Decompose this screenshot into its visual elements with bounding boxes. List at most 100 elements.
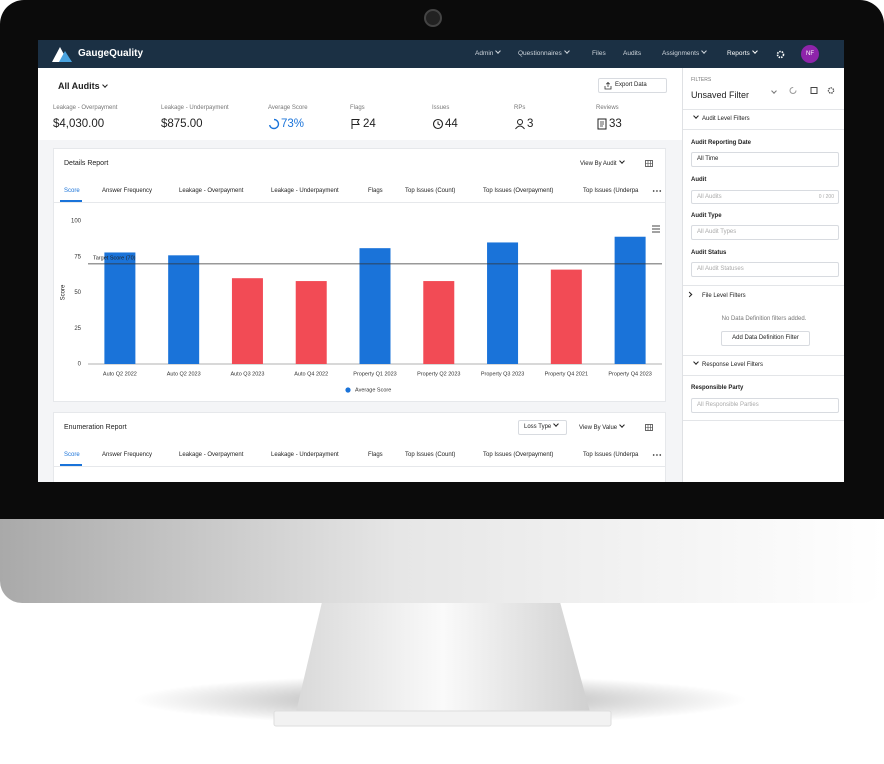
tab[interactable]: Flags (368, 188, 383, 194)
tab-border (54, 202, 665, 203)
tab[interactable]: Top Issues (Underpa (583, 452, 639, 458)
enumeration-card: Enumeration Report Loss Type View By Val… (53, 412, 666, 482)
stat-label: Reviews (596, 105, 619, 111)
empty-note: No Data Definition filters added. (721, 316, 807, 322)
loss-type-label: Loss Type (524, 424, 552, 430)
bar (104, 252, 136, 364)
view-select[interactable]: View By Value (579, 423, 624, 433)
tab[interactable]: Leakage - Underpayment (271, 188, 339, 194)
issues-icon (432, 118, 444, 130)
bar (168, 255, 200, 364)
field-label: Audit (691, 177, 707, 183)
tab-border (54, 466, 665, 467)
screen: GaugeQuality NF Admin Questionnaires Files… (38, 40, 844, 482)
rps-icon (515, 119, 525, 130)
section-toggle[interactable] (688, 293, 698, 300)
select[interactable]: All Responsible Parties (691, 398, 839, 413)
tab[interactable]: Answer Frequency (102, 188, 153, 194)
avatar[interactable]: NF (801, 45, 819, 63)
divider (683, 355, 844, 356)
tab[interactable]: Score (64, 452, 80, 458)
table-icon[interactable] (645, 160, 653, 167)
placeholder: All Audit Statuses (697, 266, 744, 272)
divider (683, 420, 844, 421)
tab[interactable]: Top Issues (Count) (405, 452, 456, 458)
tab[interactable]: Top Issues (Overpayment) (483, 188, 554, 194)
section-title[interactable]: Audit Level Filters (702, 116, 750, 122)
section-title[interactable]: File Level Filters (702, 293, 746, 299)
camera (424, 9, 442, 27)
tab[interactable]: Top Issues (Underpa (583, 188, 639, 194)
section-toggle[interactable] (691, 114, 698, 124)
select[interactable]: All Time (691, 152, 839, 167)
nav-item[interactable]: Assignments (662, 49, 706, 59)
bar (487, 242, 519, 364)
stat-value: 3 (527, 118, 534, 130)
legend-marker (345, 387, 351, 393)
tab[interactable]: Score (64, 188, 80, 194)
filter-actions[interactable] (789, 86, 839, 95)
settings-icon[interactable] (776, 50, 785, 59)
add-filter-button[interactable]: Add Data Definition Filter (721, 331, 810, 346)
stat-value: 73% (281, 118, 305, 130)
input[interactable]: All Audits 0 / 200 (691, 190, 839, 204)
select-value: All Time (697, 156, 719, 162)
chart: 0 25 50 75 100 Score Auto Q2 2022 Auto Q2 2023 A… (61, 219, 662, 393)
chart-menu[interactable] (652, 225, 660, 233)
export-label: Export Data (615, 82, 647, 88)
field-label: Responsible Party (691, 385, 744, 391)
nav-item[interactable]: Audits (623, 50, 642, 57)
brand[interactable]: GaugeQuality (78, 48, 144, 59)
details-card: Details Report View By Audit 0 25 50 75 100 S… (53, 148, 666, 402)
target-label: Target Score (70) (93, 255, 136, 261)
x-tick-label: Auto Q2 2022 (103, 371, 137, 377)
export-button[interactable]: Export Data (598, 78, 667, 93)
nav-item[interactable]: Questionnaires (518, 49, 569, 59)
y-tick-label: 100 (71, 219, 82, 225)
select[interactable]: All Audit Statuses (691, 262, 839, 277)
y-tick-label: 50 (74, 290, 81, 296)
stat-value: 24 (363, 118, 376, 130)
section-toggle[interactable] (691, 360, 698, 370)
filter-dropdown[interactable] (769, 89, 776, 99)
tab[interactable]: Flags (368, 452, 383, 458)
field-label: Audit Reporting Date (691, 140, 751, 146)
tab[interactable]: Leakage - Overpayment (179, 188, 244, 194)
bar (359, 248, 391, 364)
tab[interactable]: Top Issues (Count) (405, 188, 456, 194)
export-icon (604, 82, 612, 90)
reviews-icon (597, 118, 607, 130)
tab[interactable]: Top Issues (Overpayment) (483, 452, 554, 458)
bar (231, 278, 263, 364)
y-tick-label: 75 (74, 254, 81, 260)
tab[interactable]: Leakage - Underpayment (271, 452, 339, 458)
stat-value: 33 (609, 118, 622, 130)
bar (614, 236, 646, 364)
more-tabs[interactable] (652, 189, 662, 193)
page-title[interactable]: All Audits (58, 81, 107, 91)
stat-value: $875.00 (161, 118, 203, 130)
bar (295, 281, 327, 364)
tab-underline (60, 200, 82, 202)
logo (52, 47, 72, 62)
x-tick-label: Property Q2 2023 (417, 371, 460, 377)
nav-item[interactable]: Admin (475, 49, 500, 59)
select[interactable]: All Audit Types (691, 225, 839, 240)
tab[interactable]: Leakage - Overpayment (179, 452, 244, 458)
table-icon[interactable] (645, 424, 653, 431)
nav-item[interactable]: Files (592, 50, 606, 57)
more-tabs[interactable] (652, 453, 662, 457)
stat-label: Leakage - Overpayment (53, 105, 118, 111)
divider (683, 375, 844, 376)
card-title: Enumeration Report (64, 424, 127, 431)
stat-value: $4,030.00 (53, 118, 105, 130)
divider (683, 109, 844, 110)
card-title: Details Report (64, 160, 109, 167)
nav-item[interactable]: Reports (727, 49, 757, 59)
view-select[interactable]: View By Audit (580, 159, 624, 169)
tab[interactable]: Answer Frequency (102, 452, 153, 458)
section-title[interactable]: Response Level Filters (702, 362, 764, 368)
loss-type-select[interactable]: Loss Type (518, 420, 567, 435)
stat-label: Leakage - Underpayment (161, 105, 229, 111)
filter-name[interactable]: Unsaved Filter (691, 90, 750, 100)
